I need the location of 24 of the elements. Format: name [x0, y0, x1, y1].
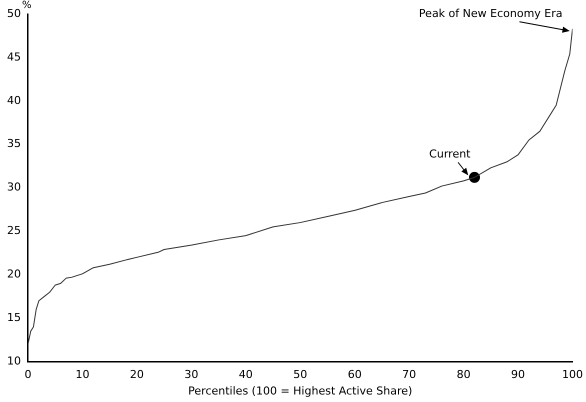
y-axis-title: %	[22, 0, 32, 11]
annotation: Peak of New Economy Era	[418, 6, 563, 20]
y-tick-label: 35	[6, 137, 21, 150]
x-axis-title: Percentiles (100 = Highest Active Share)	[188, 384, 412, 398]
x-tick-label: 100	[562, 368, 583, 382]
x-tick-label: 60	[348, 368, 362, 382]
y-tick-label: 15	[6, 311, 21, 324]
x-tick-label: 50	[293, 368, 308, 382]
x-tick-label: 90	[511, 368, 526, 382]
x-tick-label: 20	[130, 368, 144, 382]
x-tick-label: 40	[238, 368, 253, 382]
y-tick-label: 30	[6, 180, 21, 194]
y-tick-label: 50	[6, 6, 21, 20]
y-tick-label: 20	[6, 268, 21, 281]
annotation: Current	[429, 147, 472, 160]
y-tick-label: 45	[6, 50, 21, 64]
x-tick-label: 80	[456, 368, 471, 382]
y-tick-label: 10	[6, 354, 21, 368]
x-tick-label: 30	[184, 368, 198, 382]
x-tick-label: 10	[75, 368, 90, 382]
y-tick-label: 40	[6, 94, 21, 107]
y-tick-label: 25	[6, 224, 21, 238]
x-tick-label: 0	[24, 368, 32, 382]
x-tick-label: 70	[402, 368, 416, 382]
